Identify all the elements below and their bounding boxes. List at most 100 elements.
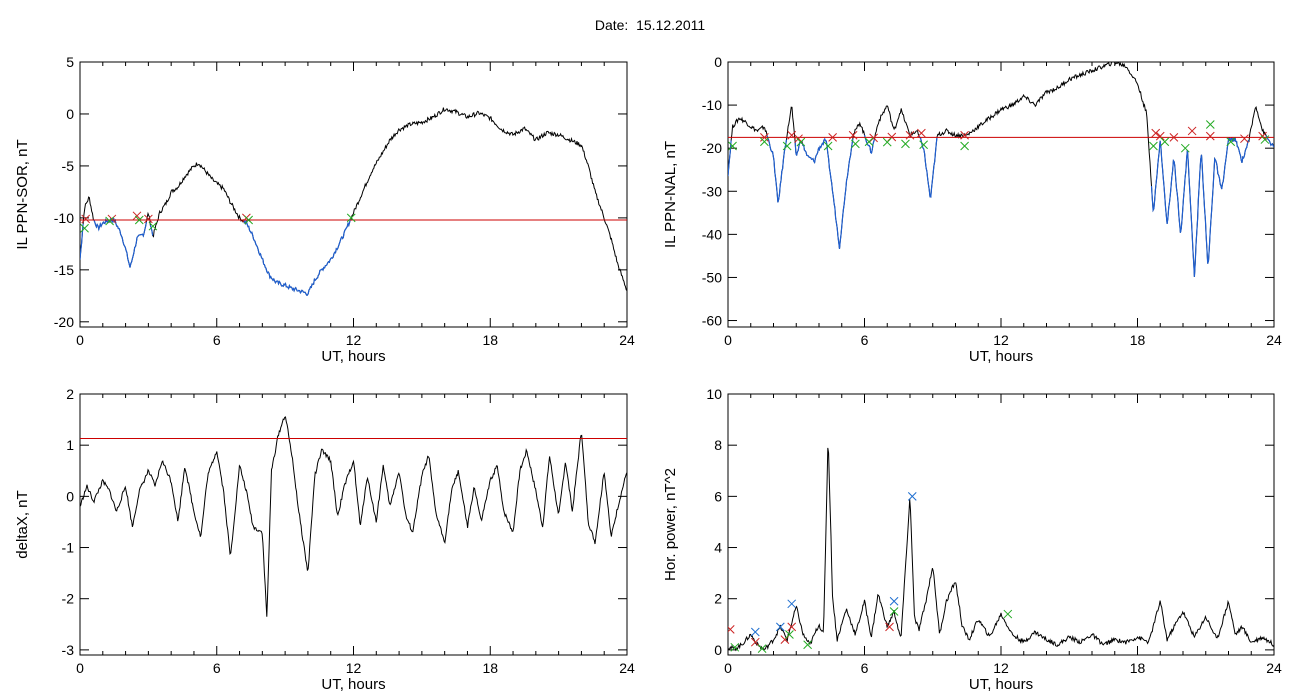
y-tick-label: -2 (62, 591, 75, 607)
marker-red (960, 130, 969, 140)
date-label: Date: (594, 17, 629, 33)
marker-red (828, 133, 838, 142)
y-tick-label: -10 (702, 97, 722, 113)
marker-green (919, 140, 929, 150)
marker-red (787, 622, 797, 632)
y-tick-label: -60 (702, 313, 722, 329)
selected-segment (863, 134, 876, 154)
y-tick-label: -3 (62, 642, 75, 658)
y-axis-label: deltaX, nT (14, 490, 31, 558)
marker-green (728, 141, 737, 151)
y-tick-label: 1 (66, 437, 74, 453)
x-tick-label: 0 (724, 660, 732, 676)
marker-green (760, 137, 769, 147)
marker-blue (907, 491, 917, 501)
x-tick-label: 6 (213, 660, 221, 676)
y-tick-label: -20 (54, 314, 74, 330)
marker-red (1151, 128, 1161, 138)
y-tick-label: 10 (706, 386, 722, 402)
y-tick-label: -50 (702, 269, 722, 285)
marker-red (1155, 131, 1165, 141)
marker-red (848, 130, 858, 140)
x-axis-label: UT, hours (321, 348, 385, 365)
x-axis-label: UT, hours (969, 348, 1033, 365)
y-tick-label: 4 (714, 540, 722, 556)
plot-area (80, 107, 627, 296)
marker-red (728, 625, 735, 634)
y-tick-label: -10 (54, 210, 74, 226)
marker-green (901, 139, 910, 149)
date-value: 15.12.2011 (636, 17, 706, 33)
plot-frame (79, 61, 628, 328)
selected-segment (92, 217, 147, 268)
x-tick-label: 0 (76, 660, 84, 676)
plot-area (80, 416, 627, 617)
marker-red (787, 130, 797, 140)
y-tick-label: -5 (62, 158, 75, 174)
x-axis-label: UT, hours (321, 676, 385, 693)
y-axis-label: Hor. power, nT^2 (662, 468, 679, 581)
marker-green (1226, 137, 1236, 147)
marker-green (823, 141, 833, 151)
x-tick-label: 6 (213, 332, 221, 348)
x-axis-label: UT, hours (969, 676, 1033, 693)
marker-green (851, 139, 860, 149)
marker-red (905, 130, 915, 140)
marker-green (1260, 135, 1270, 144)
selected-segment (1265, 135, 1274, 148)
x-tick-label: 24 (1266, 332, 1282, 348)
marker-green (346, 213, 356, 223)
y-tick-label: 8 (714, 437, 722, 453)
selected-segment (794, 137, 854, 249)
panel-nal: 0 6 12 18 24 0 -10 -20 -30 -40 -50 -60 UT, hours IL P… (662, 54, 1282, 365)
y-axis-label: IL PPN-NAL, nT (662, 141, 679, 248)
x-tick-label: 12 (993, 332, 1009, 348)
x-tick-label: 24 (619, 660, 635, 676)
marker-green (105, 216, 114, 226)
marker-green (796, 137, 806, 147)
y-axis-label: IL PPN-SOR, nT (14, 139, 31, 249)
y-tick-label: 0 (714, 642, 722, 658)
marker-red (144, 214, 153, 224)
y-tick-label: -30 (702, 183, 722, 199)
marker-red (885, 622, 894, 632)
plot-frame (79, 393, 628, 656)
marker-green (730, 642, 740, 652)
marker-green (80, 223, 89, 233)
x-tick-label: 0 (724, 332, 732, 348)
x-tick-label: 12 (993, 660, 1009, 676)
marker-green (782, 141, 792, 151)
selected-segment (918, 136, 938, 198)
marker-red (1205, 131, 1215, 141)
page-title: Date: 15.12.2011 (0, 17, 1300, 37)
marker-green (148, 221, 158, 231)
x-tick-label: 18 (1130, 332, 1146, 348)
marker-green (757, 644, 767, 653)
plot-frame (727, 393, 1275, 656)
x-tick-label: 18 (482, 660, 498, 676)
marker-red (1240, 134, 1249, 144)
y-tick-label: 5 (66, 54, 74, 70)
marker-green (1003, 609, 1013, 619)
marker-red (760, 133, 769, 142)
x-tick-label: 6 (861, 660, 869, 676)
x-tick-label: 12 (346, 332, 362, 348)
x-tick-label: 18 (482, 332, 498, 348)
x-tick-label: 0 (76, 332, 84, 348)
marker-blue (787, 599, 797, 609)
y-tick-label: 2 (714, 591, 722, 607)
marker-green (134, 215, 144, 225)
y-tick-label: -1 (62, 540, 75, 556)
marker-green (1205, 120, 1215, 129)
marker-red (917, 128, 926, 138)
marker-blue (750, 627, 760, 637)
x-tick-label: 6 (861, 332, 869, 348)
y-tick-label: 0 (66, 106, 74, 122)
x-tick-label: 12 (346, 660, 362, 676)
marker-blue (889, 596, 899, 606)
series-line (80, 107, 627, 296)
x-tick-label: 24 (1266, 660, 1282, 676)
selected-segment (766, 135, 788, 203)
y-tick-label: 0 (66, 488, 74, 504)
